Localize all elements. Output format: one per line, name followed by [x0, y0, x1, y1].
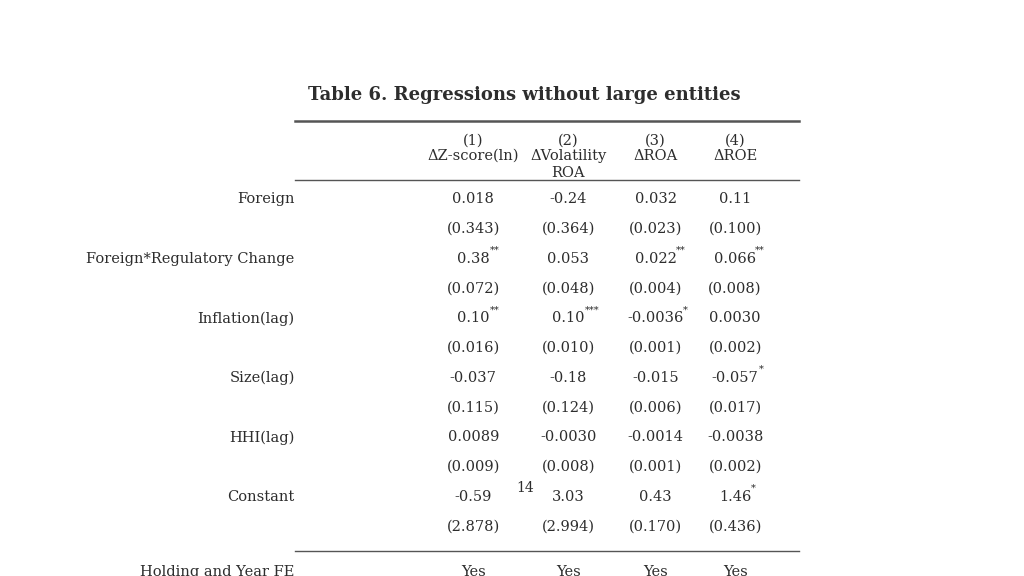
- Text: (0.048): (0.048): [542, 282, 595, 295]
- Text: (1): (1): [463, 134, 483, 147]
- Text: (0.009): (0.009): [446, 460, 500, 474]
- Text: Yes: Yes: [556, 564, 581, 576]
- Text: -0.0038: -0.0038: [707, 430, 763, 444]
- Text: (4): (4): [725, 134, 745, 147]
- Text: (0.100): (0.100): [709, 222, 762, 236]
- Text: (0.004): (0.004): [629, 282, 682, 295]
- Text: (0.170): (0.170): [629, 520, 682, 533]
- Text: 0.066: 0.066: [714, 252, 756, 266]
- Text: (0.364): (0.364): [542, 222, 595, 236]
- Text: **: **: [755, 246, 765, 255]
- Text: -0.24: -0.24: [550, 192, 587, 206]
- Text: (0.002): (0.002): [709, 460, 762, 474]
- Text: (0.017): (0.017): [709, 400, 762, 414]
- Text: -0.015: -0.015: [633, 371, 679, 385]
- Text: Table 6. Regressions without large entities: Table 6. Regressions without large entit…: [308, 86, 741, 104]
- Text: ***: ***: [585, 305, 599, 314]
- Text: ΔZ-score(ln): ΔZ-score(ln): [427, 149, 519, 163]
- Text: -0.037: -0.037: [450, 371, 497, 385]
- Text: (3): (3): [645, 134, 667, 147]
- Text: (2): (2): [558, 134, 579, 147]
- Text: (0.002): (0.002): [709, 341, 762, 355]
- Text: (2.878): (2.878): [446, 520, 500, 533]
- Text: Size(lag): Size(lag): [229, 371, 295, 385]
- Text: 0.0089: 0.0089: [447, 430, 499, 444]
- Text: 0.43: 0.43: [639, 490, 672, 503]
- Text: Inflation(lag): Inflation(lag): [198, 311, 295, 325]
- Text: Yes: Yes: [461, 564, 485, 576]
- Text: 0.11: 0.11: [719, 192, 752, 206]
- Text: (0.124): (0.124): [542, 400, 595, 414]
- Text: Yes: Yes: [723, 564, 748, 576]
- Text: (0.072): (0.072): [446, 282, 500, 295]
- Text: (0.010): (0.010): [542, 341, 595, 355]
- Text: (0.001): (0.001): [629, 460, 682, 474]
- Text: (0.436): (0.436): [709, 520, 762, 533]
- Text: (0.001): (0.001): [629, 341, 682, 355]
- Text: *: *: [752, 484, 756, 493]
- Text: ΔROA: ΔROA: [634, 149, 678, 163]
- Text: 0.053: 0.053: [548, 252, 590, 266]
- Text: ΔROE: ΔROE: [713, 149, 757, 163]
- Text: (0.006): (0.006): [629, 400, 682, 414]
- Text: *: *: [683, 305, 688, 314]
- Text: 0.032: 0.032: [635, 192, 677, 206]
- Text: Yes: Yes: [643, 564, 668, 576]
- Text: Foreign*Regulatory Change: Foreign*Regulatory Change: [86, 252, 295, 266]
- Text: (0.016): (0.016): [446, 341, 500, 355]
- Text: 0.10: 0.10: [552, 311, 585, 325]
- Text: Constant: Constant: [227, 490, 295, 503]
- Text: (2.994): (2.994): [542, 520, 595, 533]
- Text: 3.03: 3.03: [552, 490, 585, 503]
- Text: *: *: [759, 365, 764, 374]
- Text: 0.018: 0.018: [453, 192, 495, 206]
- Text: (0.343): (0.343): [446, 222, 500, 236]
- Text: -0.057: -0.057: [712, 371, 759, 385]
- Text: Foreign: Foreign: [238, 192, 295, 206]
- Text: (0.008): (0.008): [709, 282, 762, 295]
- Text: 14: 14: [516, 481, 534, 495]
- Text: Holding and Year FE: Holding and Year FE: [140, 564, 295, 576]
- Text: 0.022: 0.022: [635, 252, 677, 266]
- Text: -0.0036: -0.0036: [628, 311, 684, 325]
- Text: -0.18: -0.18: [550, 371, 587, 385]
- Text: ΔVolatility
ROA: ΔVolatility ROA: [530, 149, 606, 180]
- Text: (0.115): (0.115): [446, 400, 500, 414]
- Text: **: **: [489, 246, 499, 255]
- Text: (0.008): (0.008): [542, 460, 595, 474]
- Text: -0.0030: -0.0030: [541, 430, 597, 444]
- Text: -0.0014: -0.0014: [628, 430, 684, 444]
- Text: **: **: [489, 305, 499, 314]
- Text: **: **: [676, 246, 685, 255]
- Text: 0.38: 0.38: [457, 252, 489, 266]
- Text: (0.023): (0.023): [629, 222, 682, 236]
- Text: HHI(lag): HHI(lag): [229, 430, 295, 445]
- Text: 0.10: 0.10: [457, 311, 489, 325]
- Text: 1.46: 1.46: [719, 490, 752, 503]
- Text: 0.0030: 0.0030: [710, 311, 761, 325]
- Text: -0.59: -0.59: [455, 490, 492, 503]
